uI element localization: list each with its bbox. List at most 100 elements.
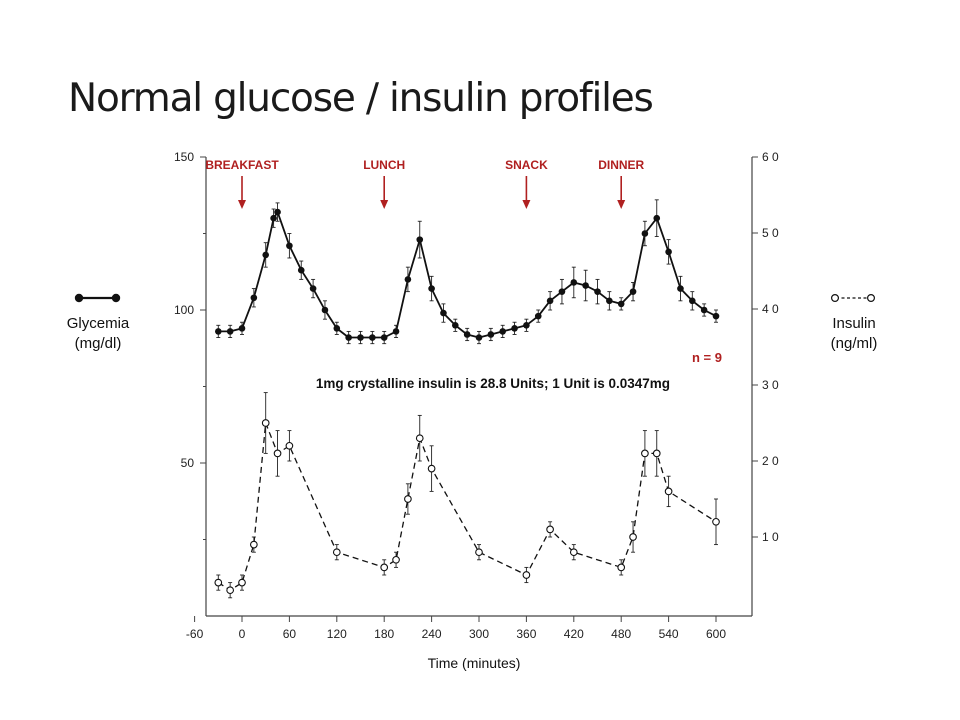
insulin-point bbox=[712, 517, 720, 526]
glycemia-point bbox=[262, 251, 270, 259]
insulin-legend-symbol bbox=[830, 294, 875, 303]
glycemia-point bbox=[333, 325, 341, 332]
insulin-point bbox=[652, 449, 661, 458]
glycemia-point bbox=[215, 328, 222, 335]
insulin-point bbox=[380, 563, 389, 572]
x-tick-label: 0 bbox=[239, 627, 246, 641]
insulin-point bbox=[427, 464, 436, 473]
meal-marker-label: BREAKFAST bbox=[205, 158, 279, 172]
glycemia-point bbox=[558, 288, 566, 295]
sample-size-label: n = 9 bbox=[692, 350, 722, 365]
left-y-tick-label: 100 bbox=[174, 303, 194, 317]
glycemia-point bbox=[226, 328, 234, 335]
insulin-point bbox=[629, 533, 637, 541]
insulin-point bbox=[475, 548, 483, 557]
slide-title: Normal glucose / insulin profiles bbox=[68, 76, 654, 121]
x-tick-label: 420 bbox=[564, 627, 584, 641]
glycemia-series bbox=[215, 199, 720, 345]
tick-marks: -60 0 60 120 180 240 300 360 420 480 540 600 150 100 5… bbox=[174, 150, 779, 641]
insulin-series bbox=[214, 392, 720, 599]
insulin-point bbox=[641, 449, 649, 458]
glycemia-point bbox=[499, 328, 507, 335]
right-y-tick-label: 2 0 bbox=[762, 454, 779, 468]
insulin-point bbox=[546, 525, 554, 534]
x-tick-label: 480 bbox=[611, 627, 631, 641]
glycemia-point bbox=[689, 297, 696, 305]
glycemia-point bbox=[487, 331, 495, 338]
right-y-tick-label: 5 0 bbox=[762, 226, 779, 240]
x-tick-label: 240 bbox=[422, 627, 442, 641]
insulin-point bbox=[392, 555, 400, 564]
glycemia-point bbox=[641, 230, 649, 237]
x-tick-label: 120 bbox=[327, 627, 347, 641]
insulin-unit: (ng/ml) bbox=[830, 335, 878, 352]
glycemia-point bbox=[416, 236, 424, 243]
x-tick-label: 180 bbox=[374, 627, 394, 641]
glycemia-point bbox=[428, 285, 435, 292]
glycemia-point bbox=[270, 214, 277, 222]
insulin-line bbox=[217, 422, 717, 591]
insulin-point bbox=[404, 495, 412, 503]
x-tick-label: 360 bbox=[516, 627, 536, 641]
glycemia-point bbox=[345, 334, 352, 341]
glycemia-point bbox=[392, 328, 400, 335]
right-y-tick-label: 6 0 bbox=[762, 150, 779, 164]
meal-marker-label: LUNCH bbox=[363, 158, 405, 172]
glycemia-point bbox=[677, 285, 684, 292]
glycemia-line bbox=[218, 211, 717, 339]
glycemia-point bbox=[321, 306, 329, 314]
insulin-legend: Insulin (ng/ml) bbox=[806, 314, 902, 354]
conversion-annotation: 1mg crystalline insulin is 28.8 Units; 1… bbox=[316, 376, 670, 391]
x-tick-label: 600 bbox=[706, 627, 726, 641]
glycemia-point bbox=[700, 306, 708, 314]
x-tick-label: 60 bbox=[283, 627, 297, 641]
glycemia-point bbox=[523, 322, 530, 329]
series bbox=[214, 199, 720, 599]
insulin-point bbox=[226, 586, 234, 595]
meal-marker-label: DINNER bbox=[598, 158, 644, 172]
glycemia-point bbox=[297, 266, 305, 274]
glycemia-point bbox=[665, 248, 672, 256]
glycemia-point bbox=[534, 312, 542, 320]
x-tick-label: 300 bbox=[469, 627, 489, 641]
right-y-tick-label: 4 0 bbox=[762, 302, 779, 316]
glycemia-point bbox=[452, 322, 459, 329]
glycemia-legend: Glycemia (mg/dl) bbox=[48, 314, 148, 354]
x-tick-label: -60 bbox=[186, 627, 204, 641]
glycemia-label: Glycemia bbox=[66, 315, 130, 332]
glycemia-point bbox=[440, 309, 447, 317]
glycemia-point bbox=[404, 276, 412, 283]
glycemia-point bbox=[250, 294, 258, 302]
meal-marker-label: SNACK bbox=[505, 158, 548, 172]
insulin-point bbox=[261, 419, 270, 427]
left-y-tick-label: 50 bbox=[181, 456, 195, 470]
glycemia-point bbox=[369, 334, 376, 341]
glycemia-point bbox=[380, 334, 388, 341]
glycemia-point bbox=[286, 242, 293, 250]
meal-arrow-head bbox=[238, 200, 246, 209]
x-axis-label: Time (minutes) bbox=[428, 655, 521, 671]
glycemia-point bbox=[617, 300, 625, 308]
insulin-point bbox=[522, 571, 531, 579]
right-y-tick-label: 3 0 bbox=[762, 378, 779, 392]
left-y-tick-label: 150 bbox=[174, 150, 194, 164]
glycemia-point bbox=[594, 288, 601, 295]
glycemia-point bbox=[357, 334, 364, 341]
glycemia-point bbox=[582, 282, 589, 289]
insulin-point bbox=[238, 578, 246, 587]
glycemia-point bbox=[309, 285, 317, 292]
glycemia-point bbox=[653, 214, 661, 222]
glycemia-unit: (mg/dl) bbox=[74, 335, 122, 352]
insulin-label: Insulin bbox=[832, 315, 876, 332]
insulin-point bbox=[250, 540, 258, 549]
glycemia-point bbox=[546, 297, 554, 305]
meal-arrow-head bbox=[380, 200, 389, 209]
right-y-tick-label: 1 0 bbox=[762, 530, 779, 544]
insulin-point bbox=[617, 563, 626, 572]
glycemia-point bbox=[629, 288, 637, 295]
glycemia-point bbox=[274, 208, 281, 216]
insulin-point bbox=[332, 548, 341, 557]
glycemia-point bbox=[463, 331, 471, 338]
glycemia-point bbox=[606, 297, 613, 305]
